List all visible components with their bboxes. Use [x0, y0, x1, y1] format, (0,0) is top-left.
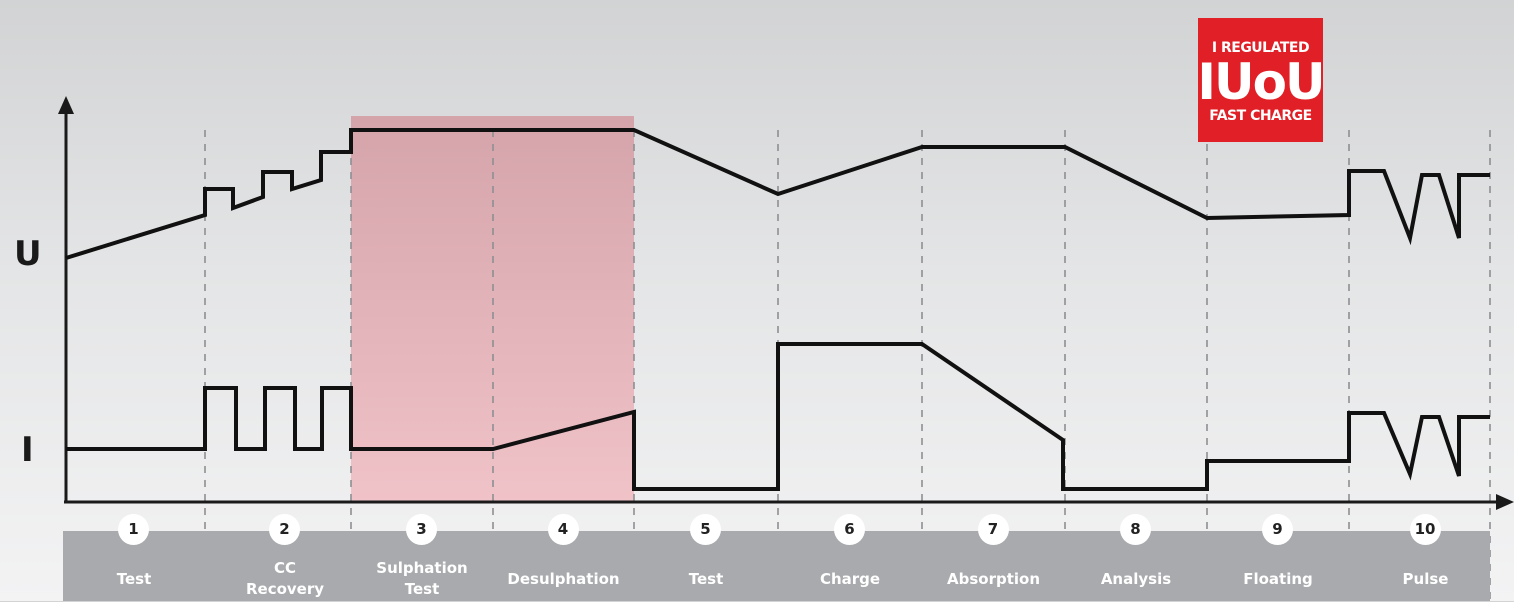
stage-label: Test: [688, 569, 724, 588]
stage-8: 8 Analysis: [1065, 514, 1207, 601]
stage-3: 3 Sulphation Test: [351, 514, 493, 601]
stage-label: Floating: [1243, 569, 1313, 588]
stage-4: 4 Desulphation: [493, 514, 634, 601]
stage-9: 9 Floating: [1207, 514, 1349, 601]
stage-label: Test: [116, 569, 152, 588]
badge-line-3: FAST CHARGE: [1209, 108, 1312, 124]
stage-label: Desulphation: [507, 569, 620, 588]
voltage-axis-label: U: [14, 234, 42, 274]
stage-band: [63, 531, 1490, 601]
stage-1: 1 Test: [63, 514, 205, 601]
stage-label: Pulse: [1402, 569, 1449, 588]
desulphation-highlight: [351, 116, 634, 502]
stage-5: 5 Test: [634, 514, 778, 601]
stage-number: 7: [977, 514, 1009, 545]
stage-label: Charge: [819, 569, 881, 588]
voltage-curve: [65, 128, 1490, 260]
stage-label: Sulphation Test: [376, 559, 468, 598]
current-axis-label: I: [21, 430, 34, 470]
badge-line-1: I REGULATED: [1211, 40, 1310, 56]
stage-number: 2: [269, 514, 300, 545]
y-axis-arrow: [58, 96, 74, 114]
badge-line-2: IUoU: [1197, 53, 1325, 111]
stage-number: 8: [1120, 514, 1151, 545]
stage-dividers: [204, 130, 1491, 601]
stage-number: 1: [118, 514, 149, 545]
stage-7: 7 Absorption: [922, 514, 1065, 601]
iuou-badge: I REGULATED IUoU FAST CHARGE: [1197, 18, 1326, 142]
stage-number: 6: [834, 514, 865, 545]
current-curve: [66, 342, 1490, 491]
stage-label: Analysis: [1100, 569, 1172, 588]
stage-number: 3: [406, 514, 437, 545]
stage-number: 4: [547, 514, 579, 545]
stage-2: 2 CC Recovery: [212, 514, 358, 601]
stage-label: Absorption: [946, 569, 1040, 588]
stage-number: 10: [1409, 514, 1441, 545]
stage-number: 9: [1262, 514, 1293, 545]
stage-number: 5: [690, 514, 721, 545]
stage-label: CC Recovery: [245, 559, 325, 598]
stage-10: 10 Pulse: [1355, 514, 1496, 601]
stage-6: 6 Charge: [778, 514, 922, 601]
x-axis-arrow: [1496, 494, 1514, 510]
